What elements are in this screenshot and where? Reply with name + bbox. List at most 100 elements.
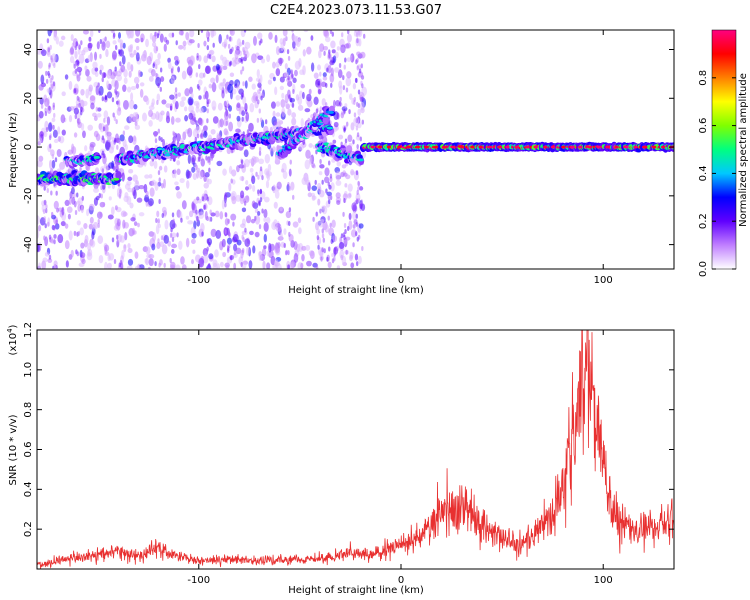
spectrogram-streak (329, 30, 333, 34)
spectrogram-speckle (142, 112, 147, 122)
spectrogram-streak (78, 102, 81, 108)
spectrogram-speckle (130, 85, 137, 91)
spectrogram-speckle (249, 167, 254, 173)
spectrogram-streak (206, 246, 209, 252)
spectrogram-speckle (156, 210, 160, 218)
spectrogram-streak (206, 158, 210, 164)
spectrogram-streak (53, 239, 56, 245)
spectrogram-streak (158, 262, 161, 268)
spectrogram-speckle (185, 31, 190, 41)
spectrogram-streak (76, 118, 80, 124)
spectrogram-speckle (217, 102, 223, 111)
spectrogram-speckle (121, 172, 125, 182)
spectrogram-streak (357, 198, 361, 204)
spectrogram-speckle (188, 104, 194, 113)
spectrogram-speckle (246, 246, 250, 256)
spectrogram-speckle (236, 115, 241, 122)
spectrogram-streak (200, 30, 204, 33)
spectrogram-speckle (173, 55, 179, 61)
spectrogram-speckle (361, 150, 367, 159)
spectrogram-streak (325, 82, 328, 88)
spectrogram-speckle (56, 168, 62, 173)
spectrogram-streak (198, 85, 201, 91)
spectrogram-hot-cell (596, 145, 601, 149)
spectrogram-streak (255, 171, 258, 177)
y-tick-label: 0.2 (23, 521, 34, 537)
spectrogram-streak (116, 234, 119, 240)
spectrogram-streak (345, 249, 348, 255)
snr-x-label: Height of straight line (km) (288, 585, 424, 596)
snr-y-multiplier: (x104) (6, 324, 19, 355)
spectrogram-speckle (307, 192, 313, 198)
spectrogram-speckle (214, 249, 219, 258)
spectrogram-speckle (129, 53, 135, 58)
spectrogram-streak (355, 213, 359, 219)
spectrogram-streak (76, 103, 79, 109)
spectrogram-speckle (73, 132, 78, 138)
spectrogram-speckle (306, 93, 312, 102)
spectrogram-speckle (191, 154, 197, 163)
spectrogram-speckle (146, 55, 152, 66)
spectrogram-streak (101, 96, 105, 102)
spectrogram-speckle (77, 47, 81, 55)
spectrogram-streak (356, 101, 359, 107)
spectrogram-streak (241, 176, 244, 182)
spectrogram-streak (356, 144, 359, 150)
spectrogram-speckle (291, 117, 297, 126)
spectrogram-speckle (222, 251, 227, 258)
spectrogram-speckle (348, 93, 353, 100)
spectrogram-speckle (271, 146, 276, 153)
spectrogram-streak (357, 234, 361, 240)
spectrogram-streak (329, 173, 333, 179)
spectrogram-speckle (107, 133, 112, 143)
spectrogram-speckle (198, 257, 205, 268)
spectrogram-streak (315, 211, 318, 217)
spectrogram-streak (288, 94, 291, 100)
spectrogram-streak (49, 77, 53, 83)
spectrogram-streak (154, 31, 157, 37)
spectrogram-streak (320, 256, 323, 262)
spectrogram-speckle (274, 244, 281, 254)
spectrogram-streak (45, 126, 49, 132)
spectrogram-speckle (70, 34, 74, 42)
spectrogram-speckle (126, 86, 132, 93)
spectrogram-speckle (126, 265, 133, 269)
spectrogram-speckle (127, 242, 131, 249)
spectrogram-speckle (310, 35, 314, 41)
spectrogram-speckle (346, 193, 352, 199)
spectrogram-speckle (37, 225, 42, 232)
spectrogram-streak (195, 120, 198, 126)
spectrogram-streak (45, 208, 48, 214)
spectrogram-streak (44, 111, 48, 117)
spectrogram-hot-cell (660, 145, 666, 149)
spectrogram-speckle (266, 250, 270, 257)
spectrogram-streak (240, 94, 243, 100)
spectrogram-speckle (332, 235, 338, 242)
spectrogram-speckle (84, 145, 88, 152)
spectrogram-streak (227, 103, 230, 109)
spectrogram-speckle (263, 217, 267, 223)
spectrogram-speckle (68, 197, 72, 205)
spectrogram-streak (255, 96, 258, 102)
spectrogram-streak (241, 39, 245, 45)
spectrogram-speckle (106, 80, 110, 90)
spectrogram-streak (291, 102, 295, 108)
spectrogram-speckle (123, 99, 129, 110)
spectrogram-speckle (317, 198, 321, 206)
spectrogram-streak (244, 54, 248, 60)
x-tick-label: 0 (398, 275, 404, 286)
spectrogram-speckle (163, 165, 168, 173)
spectrogram-speckle (346, 57, 351, 62)
spectrogram-speckle (336, 112, 340, 120)
spectrogram-speckle (252, 184, 256, 192)
spectrogram-speckle (96, 41, 100, 50)
spectrogram-streak (114, 66, 117, 72)
spectrogram-streak (358, 68, 362, 74)
spectrogram-speckle (37, 229, 40, 239)
spectrogram-speckle (118, 107, 121, 112)
spectrogram-speckle (262, 260, 266, 269)
spectrogram-speckle (279, 57, 283, 67)
spectrogram-streak (241, 116, 244, 122)
spectrogram-streak (119, 61, 122, 67)
spectrogram-speckle (135, 83, 140, 89)
